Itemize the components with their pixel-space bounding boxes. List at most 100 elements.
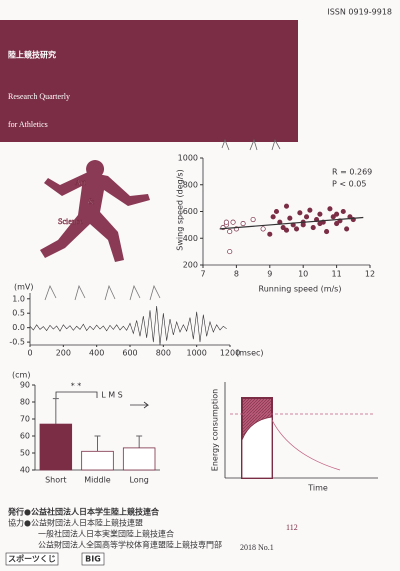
y-tick-label: 90 [20, 381, 30, 390]
y-axis-label: Energy consumption [211, 389, 220, 471]
point [300, 222, 306, 228]
x-tick-label: 600 [122, 349, 137, 358]
x-axis-label: Time [307, 484, 328, 493]
logo-box [5, 552, 59, 566]
stick-figures [44, 284, 161, 301]
x-tick-label: 9 [267, 270, 272, 279]
x-tick-label: 200 [56, 349, 71, 358]
unit-label: (cm) [12, 371, 30, 380]
point [287, 215, 293, 221]
y-tick-label: 40 [20, 466, 30, 475]
y-tick-label: 1000 [178, 154, 198, 163]
x-tick-label: 800 [156, 349, 171, 358]
point [310, 225, 316, 231]
point [270, 214, 276, 220]
issn: ISSN 0919-9918 [327, 8, 392, 17]
point [307, 207, 313, 213]
art-word: Art [75, 178, 86, 187]
y-tick-label: 60 [20, 432, 30, 441]
logo-box [81, 552, 105, 566]
trend-line [219, 216, 364, 230]
y-axis-label: Swing speed (deg/s) [176, 169, 185, 250]
point [267, 231, 273, 237]
annotation: R = 0.269 [332, 168, 372, 177]
point [223, 219, 229, 225]
point [317, 220, 323, 227]
x-tick-label: 1000 [186, 349, 206, 358]
y-tick-label: 70 [20, 415, 30, 424]
y-tick-label: 600 [183, 207, 198, 216]
point [283, 203, 290, 209]
publisher: 発行●公益社団法人日本学生陸上競技連合 [7, 507, 160, 517]
logo: スポーツくじ [8, 554, 56, 564]
y-tick-label: 80 [20, 398, 30, 407]
significance: * * [71, 382, 82, 391]
x-tick-label: 11 [332, 270, 342, 279]
point [330, 214, 336, 220]
publisher: 協力●公益財団法人日本陸上競技連盟 [8, 518, 143, 528]
y-tick-label: 0.0 [12, 323, 25, 332]
y-tick-label: 50 [20, 449, 30, 458]
point [227, 229, 233, 235]
title-banner [0, 20, 298, 142]
y-tick-label: 200 [183, 261, 198, 270]
point [283, 227, 290, 233]
x-tick-label: Middle [84, 476, 111, 485]
point [317, 211, 323, 217]
x-tick-label: 10 [298, 270, 308, 279]
bar [81, 450, 114, 471]
signal-line [29, 305, 227, 346]
x-tick-label: 400 [89, 349, 104, 358]
point [340, 208, 346, 215]
publisher: 公益財団法人全国高等学校体育連盟陸上競技専門部 [38, 540, 222, 550]
y-axis-label: (mV) [14, 283, 34, 292]
bar [122, 447, 156, 471]
point [250, 216, 256, 223]
publisher: 一般社団法人日本実業団陸上競技連合 [38, 529, 174, 539]
y-tick-label: -0.5 [9, 338, 25, 347]
issue-number: 112 [286, 523, 298, 532]
y-tick-label: 0.5 [12, 309, 25, 318]
x-axis-label: (msec) [236, 349, 264, 358]
title-en: for Athletics [8, 120, 48, 129]
point [293, 226, 300, 232]
point [303, 214, 310, 220]
x-tick-label: Long [129, 476, 148, 485]
x-tick-label: 1200 [220, 349, 240, 358]
runner-figure [40, 160, 150, 262]
point [297, 210, 303, 216]
point [273, 208, 280, 215]
point [327, 206, 333, 212]
point [260, 226, 266, 232]
x-tick-label: 0 [27, 349, 32, 358]
point [344, 226, 350, 232]
bar [39, 423, 73, 471]
significance-bracket [55, 391, 98, 398]
energy-diagram [224, 382, 378, 479]
y-tick-label: 400 [183, 234, 198, 243]
title-en: Research Quarterly [8, 92, 70, 101]
point [324, 229, 330, 235]
point [230, 219, 236, 225]
point [280, 225, 286, 231]
stick-figures [221, 138, 281, 151]
point [227, 249, 233, 255]
x-tick-label: 8 [234, 270, 239, 279]
point [334, 220, 340, 227]
group-label: L M S [101, 391, 123, 400]
x-tick-label: Short [45, 476, 66, 485]
point [334, 211, 340, 217]
issue: 2018 No.1 [240, 543, 274, 552]
x-axis-label: Running speed (m/s) [259, 285, 342, 294]
logo: BIG [85, 555, 101, 564]
x-tick-label: 12 [365, 270, 375, 279]
art-word: & [88, 197, 95, 206]
annotation: P < 0.05 [332, 180, 366, 189]
y-tick-label: 1.0 [12, 294, 25, 303]
art-word: Science [58, 217, 83, 226]
title-jp: 陸上競技研究 [8, 50, 56, 60]
y-tick-label: 800 [183, 180, 198, 189]
x-tick-label: 7 [200, 270, 205, 279]
point [240, 220, 246, 227]
